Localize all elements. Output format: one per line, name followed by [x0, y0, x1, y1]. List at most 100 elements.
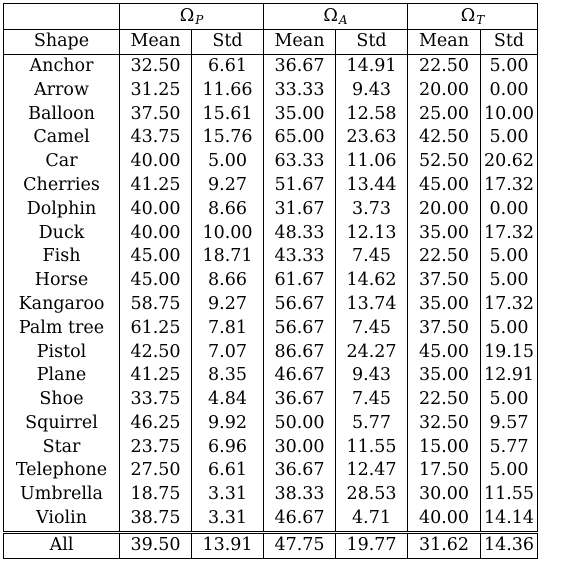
- value-cell: 46.25: [119, 411, 192, 436]
- value-cell: 20.62: [480, 149, 538, 174]
- value-cell: 40.00: [407, 506, 481, 533]
- value-cell: 6.61: [191, 459, 264, 484]
- value-cell: 18.71: [191, 245, 264, 269]
- omega-symbol: Ω: [323, 5, 338, 26]
- value-cell: 45.00: [407, 340, 481, 365]
- value-cell: 17.32: [480, 221, 538, 246]
- shape-cell: Telephone: [3, 459, 120, 484]
- table-total: All 39.50 13.91 47.75 19.77 31.62 14.36: [3, 530, 538, 559]
- corner-cell: [3, 3, 120, 30]
- value-cell: 86.67: [263, 340, 336, 365]
- value-cell: 14.14: [480, 506, 538, 533]
- value-cell: 58.75: [119, 292, 192, 317]
- value-cell: 42.50: [119, 340, 192, 365]
- value-cell: 41.25: [119, 364, 192, 388]
- table-row: Pistol 42.50 7.07 86.67 24.27 45.00 19.15: [3, 340, 538, 365]
- value-cell: 23.75: [119, 435, 192, 460]
- omega-subscript: T: [476, 12, 485, 27]
- value-cell: 42.50: [407, 126, 481, 150]
- value-cell: 7.45: [335, 245, 408, 269]
- value-cell: 22.50: [407, 245, 481, 269]
- value-cell: 56.67: [263, 292, 336, 317]
- value-cell: 0.00: [480, 78, 538, 103]
- value-cell: 63.33: [263, 149, 336, 174]
- value-cell: 45.00: [119, 245, 192, 269]
- value-cell: 43.33: [263, 245, 336, 269]
- value-cell: 3.31: [191, 483, 264, 507]
- value-cell: 40.00: [119, 149, 192, 174]
- table-row: Fish 45.00 18.71 43.33 7.45 22.50 5.00: [3, 245, 538, 269]
- value-cell: 4.84: [191, 387, 264, 412]
- value-cell: 31.25: [119, 78, 192, 103]
- value-cell: 9.57: [480, 411, 538, 436]
- value-cell: 46.67: [263, 506, 336, 533]
- shape-cell: Plane: [3, 364, 120, 388]
- value-cell: 5.77: [335, 411, 408, 436]
- value-cell: 11.55: [335, 435, 408, 460]
- table-row: Horse 45.00 8.66 61.67 14.62 37.50 5.00: [3, 268, 538, 293]
- value-cell: 28.53: [335, 483, 408, 507]
- value-cell: 12.47: [335, 459, 408, 484]
- table-row: Plane 41.25 8.35 46.67 9.43 35.00 12.91: [3, 364, 538, 388]
- value-cell: 15.61: [191, 102, 264, 127]
- value-cell: 7.45: [335, 316, 408, 341]
- table-body: Anchor 32.50 6.61 36.67 14.91 22.50 5.00 Arrow 3…: [3, 53, 538, 533]
- value-cell: 40.00: [119, 197, 192, 222]
- value-cell: 5.00: [480, 316, 538, 341]
- table-row: Camel 43.75 15.76 65.00 23.63 42.50 5.00: [3, 126, 538, 150]
- value-cell: 32.50: [407, 411, 481, 436]
- shape-cell: Balloon: [3, 102, 120, 127]
- value-cell: 5.00: [480, 245, 538, 269]
- value-cell: 61.67: [263, 268, 336, 293]
- value-cell: 33.75: [119, 387, 192, 412]
- table-row: Telephone 27.50 6.61 36.67 12.47 17.50 5.00: [3, 459, 538, 484]
- table-row: Umbrella 18.75 3.31 38.33 28.53 30.00 11.55: [3, 483, 538, 507]
- group-header-omega-p: ΩP: [119, 3, 264, 30]
- shape-cell: Horse: [3, 268, 120, 293]
- value-cell: 11.66: [191, 78, 264, 103]
- value-cell: 43.75: [119, 126, 192, 150]
- value-cell: 11.55: [480, 483, 538, 507]
- value-cell: 17.32: [480, 292, 538, 317]
- value-cell: 17.32: [480, 173, 538, 198]
- total-value-cell: 19.77: [335, 530, 408, 559]
- value-cell: 9.27: [191, 292, 264, 317]
- total-value-cell: 39.50: [119, 530, 192, 559]
- table-row: Cherries 41.25 9.27 51.67 13.44 45.00 17.32: [3, 173, 538, 198]
- total-row: All 39.50 13.91 47.75 19.77 31.62 14.36: [3, 530, 538, 559]
- shape-cell: Dolphin: [3, 197, 120, 222]
- shape-cell: Fish: [3, 245, 120, 269]
- results-table: ΩP ΩA ΩT Shape Mean Std Mean Std Mean St…: [3, 3, 538, 559]
- shape-cell: Squirrel: [3, 411, 120, 436]
- header-mean: Mean: [263, 29, 336, 55]
- table-row: Car 40.00 5.00 63.33 11.06 52.50 20.62: [3, 149, 538, 174]
- shape-cell: Kangaroo: [3, 292, 120, 317]
- value-cell: 31.67: [263, 197, 336, 222]
- shape-cell: Pistol: [3, 340, 120, 365]
- table-row: Palm tree 61.25 7.81 56.67 7.45 37.50 5.00: [3, 316, 538, 341]
- value-cell: 33.33: [263, 78, 336, 103]
- value-cell: 22.50: [407, 53, 481, 79]
- value-cell: 5.77: [480, 435, 538, 460]
- value-cell: 10.00: [480, 102, 538, 127]
- value-cell: 45.00: [119, 268, 192, 293]
- value-cell: 17.50: [407, 459, 481, 484]
- value-cell: 56.67: [263, 316, 336, 341]
- value-cell: 38.33: [263, 483, 336, 507]
- value-cell: 27.50: [119, 459, 192, 484]
- value-cell: 51.67: [263, 173, 336, 198]
- header-shape: Shape: [3, 29, 120, 55]
- table-row: Dolphin 40.00 8.66 31.67 3.73 20.00 0.00: [3, 197, 538, 222]
- group-header-omega-t: ΩT: [407, 3, 538, 30]
- value-cell: 12.58: [335, 102, 408, 127]
- total-value-cell: 13.91: [191, 530, 264, 559]
- value-cell: 14.91: [335, 53, 408, 79]
- results-table-container: ΩP ΩA ΩT Shape Mean Std Mean Std Mean St…: [3, 3, 538, 559]
- value-cell: 3.73: [335, 197, 408, 222]
- value-cell: 5.00: [480, 459, 538, 484]
- value-cell: 36.67: [263, 459, 336, 484]
- value-cell: 38.75: [119, 506, 192, 533]
- value-cell: 14.62: [335, 268, 408, 293]
- value-cell: 6.61: [191, 53, 264, 79]
- value-cell: 20.00: [407, 78, 481, 103]
